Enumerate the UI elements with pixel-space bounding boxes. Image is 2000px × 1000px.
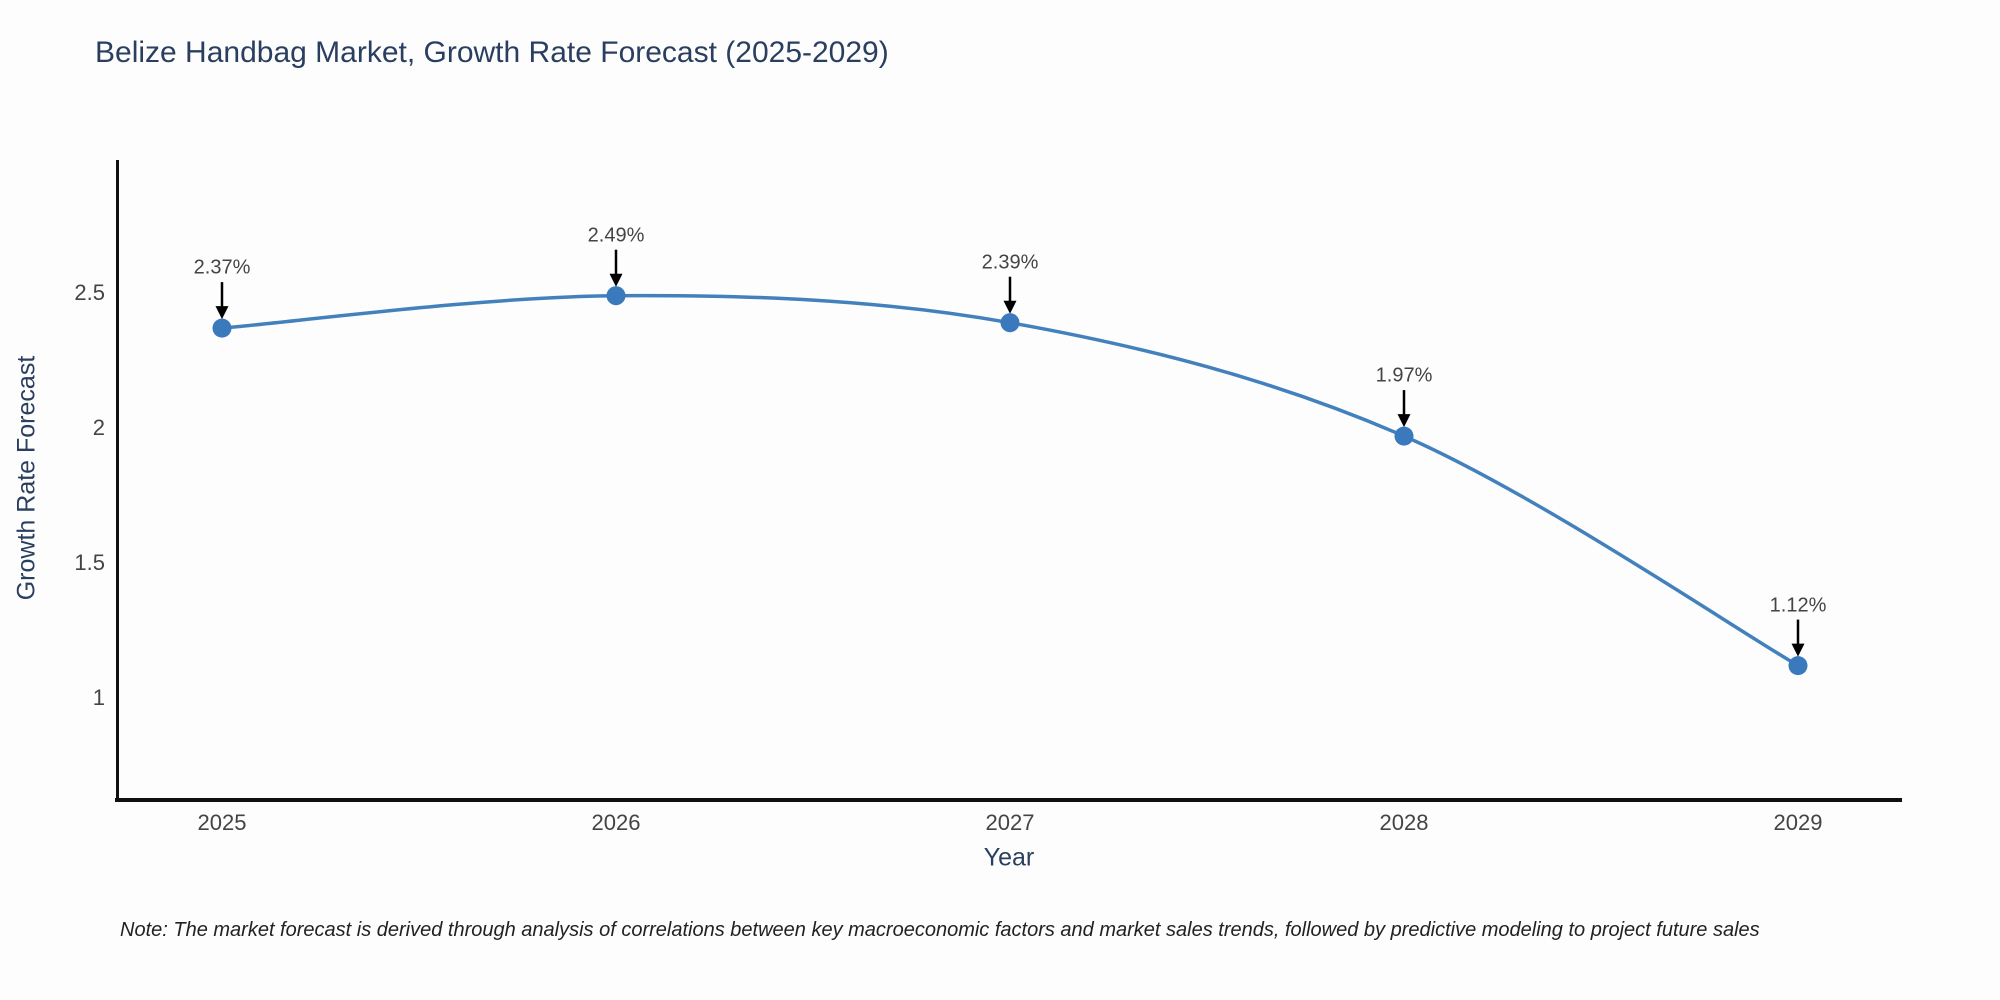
y-tick-label: 2: [92, 415, 105, 440]
x-tick-label: 2028: [1379, 810, 1429, 835]
chart-title: Belize Handbag Market, Growth Rate Forec…: [95, 36, 889, 69]
annotation-arrow-head: [1003, 300, 1017, 314]
annotation-arrow-head: [609, 273, 623, 287]
x-tick-label: 2027: [985, 810, 1035, 835]
y-axis-line: [116, 160, 119, 802]
data-point-marker: [1394, 426, 1414, 446]
y-tick-label: 2.5: [74, 280, 105, 305]
data-point-marker: [212, 318, 232, 338]
y-tick-label: 1.5: [74, 550, 105, 575]
y-tick-label: 1: [92, 685, 105, 710]
x-axis-line: [115, 798, 1902, 802]
point-annotation: 2.37%: [193, 256, 251, 279]
line-series: [212, 286, 1808, 676]
point-annotation: 1.12%: [1769, 594, 1827, 617]
series-line: [221, 293, 1799, 668]
point-annotation: 2.49%: [587, 224, 645, 247]
point-annotation: 1.97%: [1375, 364, 1433, 387]
annotation-arrow-head: [1791, 643, 1805, 657]
annotation-arrow-head: [1397, 414, 1411, 428]
x-tick-label: 2025: [197, 810, 247, 835]
x-tick-label: 2029: [1773, 810, 1823, 835]
data-point-marker: [606, 286, 626, 306]
annotation-arrow-head: [215, 306, 229, 320]
data-point-marker: [1000, 313, 1020, 333]
point-annotation: 2.39%: [981, 251, 1039, 274]
x-tick-label: 2026: [591, 810, 641, 835]
annotation-arrows: [215, 249, 1805, 657]
footnote: Note: The market forecast is derived thr…: [120, 919, 1760, 941]
data-point-marker: [1788, 656, 1808, 676]
x-axis-title: Year: [983, 843, 1035, 872]
